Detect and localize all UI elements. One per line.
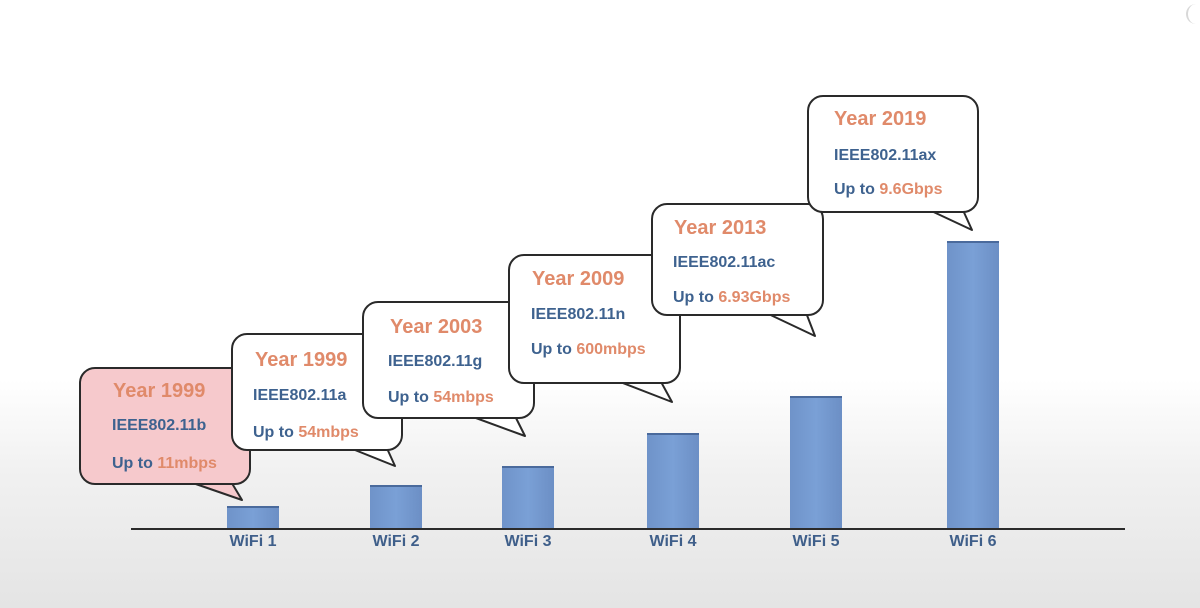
callout-wifi-1: Year 1999 IEEE802.11b Up to 11mbps — [79, 367, 251, 485]
callout-year: Year 1999 — [255, 349, 348, 371]
callout-wifi-5: Year 2013 IEEE802.11ac Up to 6.93Gbps — [651, 203, 824, 316]
bar-wifi-4 — [647, 433, 699, 529]
bar-wifi-3 — [502, 466, 554, 529]
x-label-wifi-2: WiFi 2 — [372, 533, 420, 550]
bar-wifi-6 — [947, 241, 999, 529]
callout-speed: Up to 9.6Gbps — [834, 181, 943, 198]
bar-wifi-5 — [790, 396, 842, 529]
x-label-wifi-4: WiFi 4 — [649, 533, 697, 550]
callout-wifi-6: Year 2019 IEEE802.11ax Up to 9.6Gbps — [807, 95, 979, 213]
callout-speed: Up to 54mbps — [388, 389, 494, 406]
callout-speed: Up to 600mbps — [531, 341, 646, 358]
callout-year: Year 1999 — [113, 380, 206, 402]
callout-year: Year 2013 — [674, 217, 767, 239]
callout-year: Year 2019 — [834, 108, 927, 130]
x-label-wifi-3: WiFi 3 — [504, 533, 552, 550]
bar-wifi-1 — [227, 506, 279, 529]
callout-wifi-3: Year 2003 IEEE802.11g Up to 54mbps — [362, 301, 535, 419]
corner-partial-icon — [1186, 4, 1200, 24]
x-axis-line — [131, 528, 1125, 530]
callout-standard: IEEE802.11ac — [673, 254, 776, 271]
callout-standard: IEEE802.11ax — [834, 147, 937, 164]
callout-standard: IEEE802.11b — [112, 417, 207, 434]
callout-wifi-4: Year 2009 IEEE802.11n Up to 600mbps — [508, 254, 681, 384]
x-label-wifi-1: WiFi 1 — [229, 533, 277, 550]
callout-standard: IEEE802.11g — [388, 353, 483, 370]
callout-standard: IEEE802.11a — [253, 387, 347, 404]
bar-wifi-2 — [370, 485, 422, 529]
callout-speed: Up to 6.93Gbps — [673, 289, 791, 306]
callout-standard: IEEE802.11n — [531, 306, 626, 323]
x-label-wifi-6: WiFi 6 — [949, 533, 997, 550]
callout-year: Year 2009 — [532, 268, 625, 290]
x-label-wifi-5: WiFi 5 — [792, 533, 840, 550]
callout-year: Year 2003 — [390, 316, 483, 338]
callout-speed: Up to 11mbps — [112, 455, 217, 472]
callout-speed: Up to 54mbps — [253, 424, 359, 441]
